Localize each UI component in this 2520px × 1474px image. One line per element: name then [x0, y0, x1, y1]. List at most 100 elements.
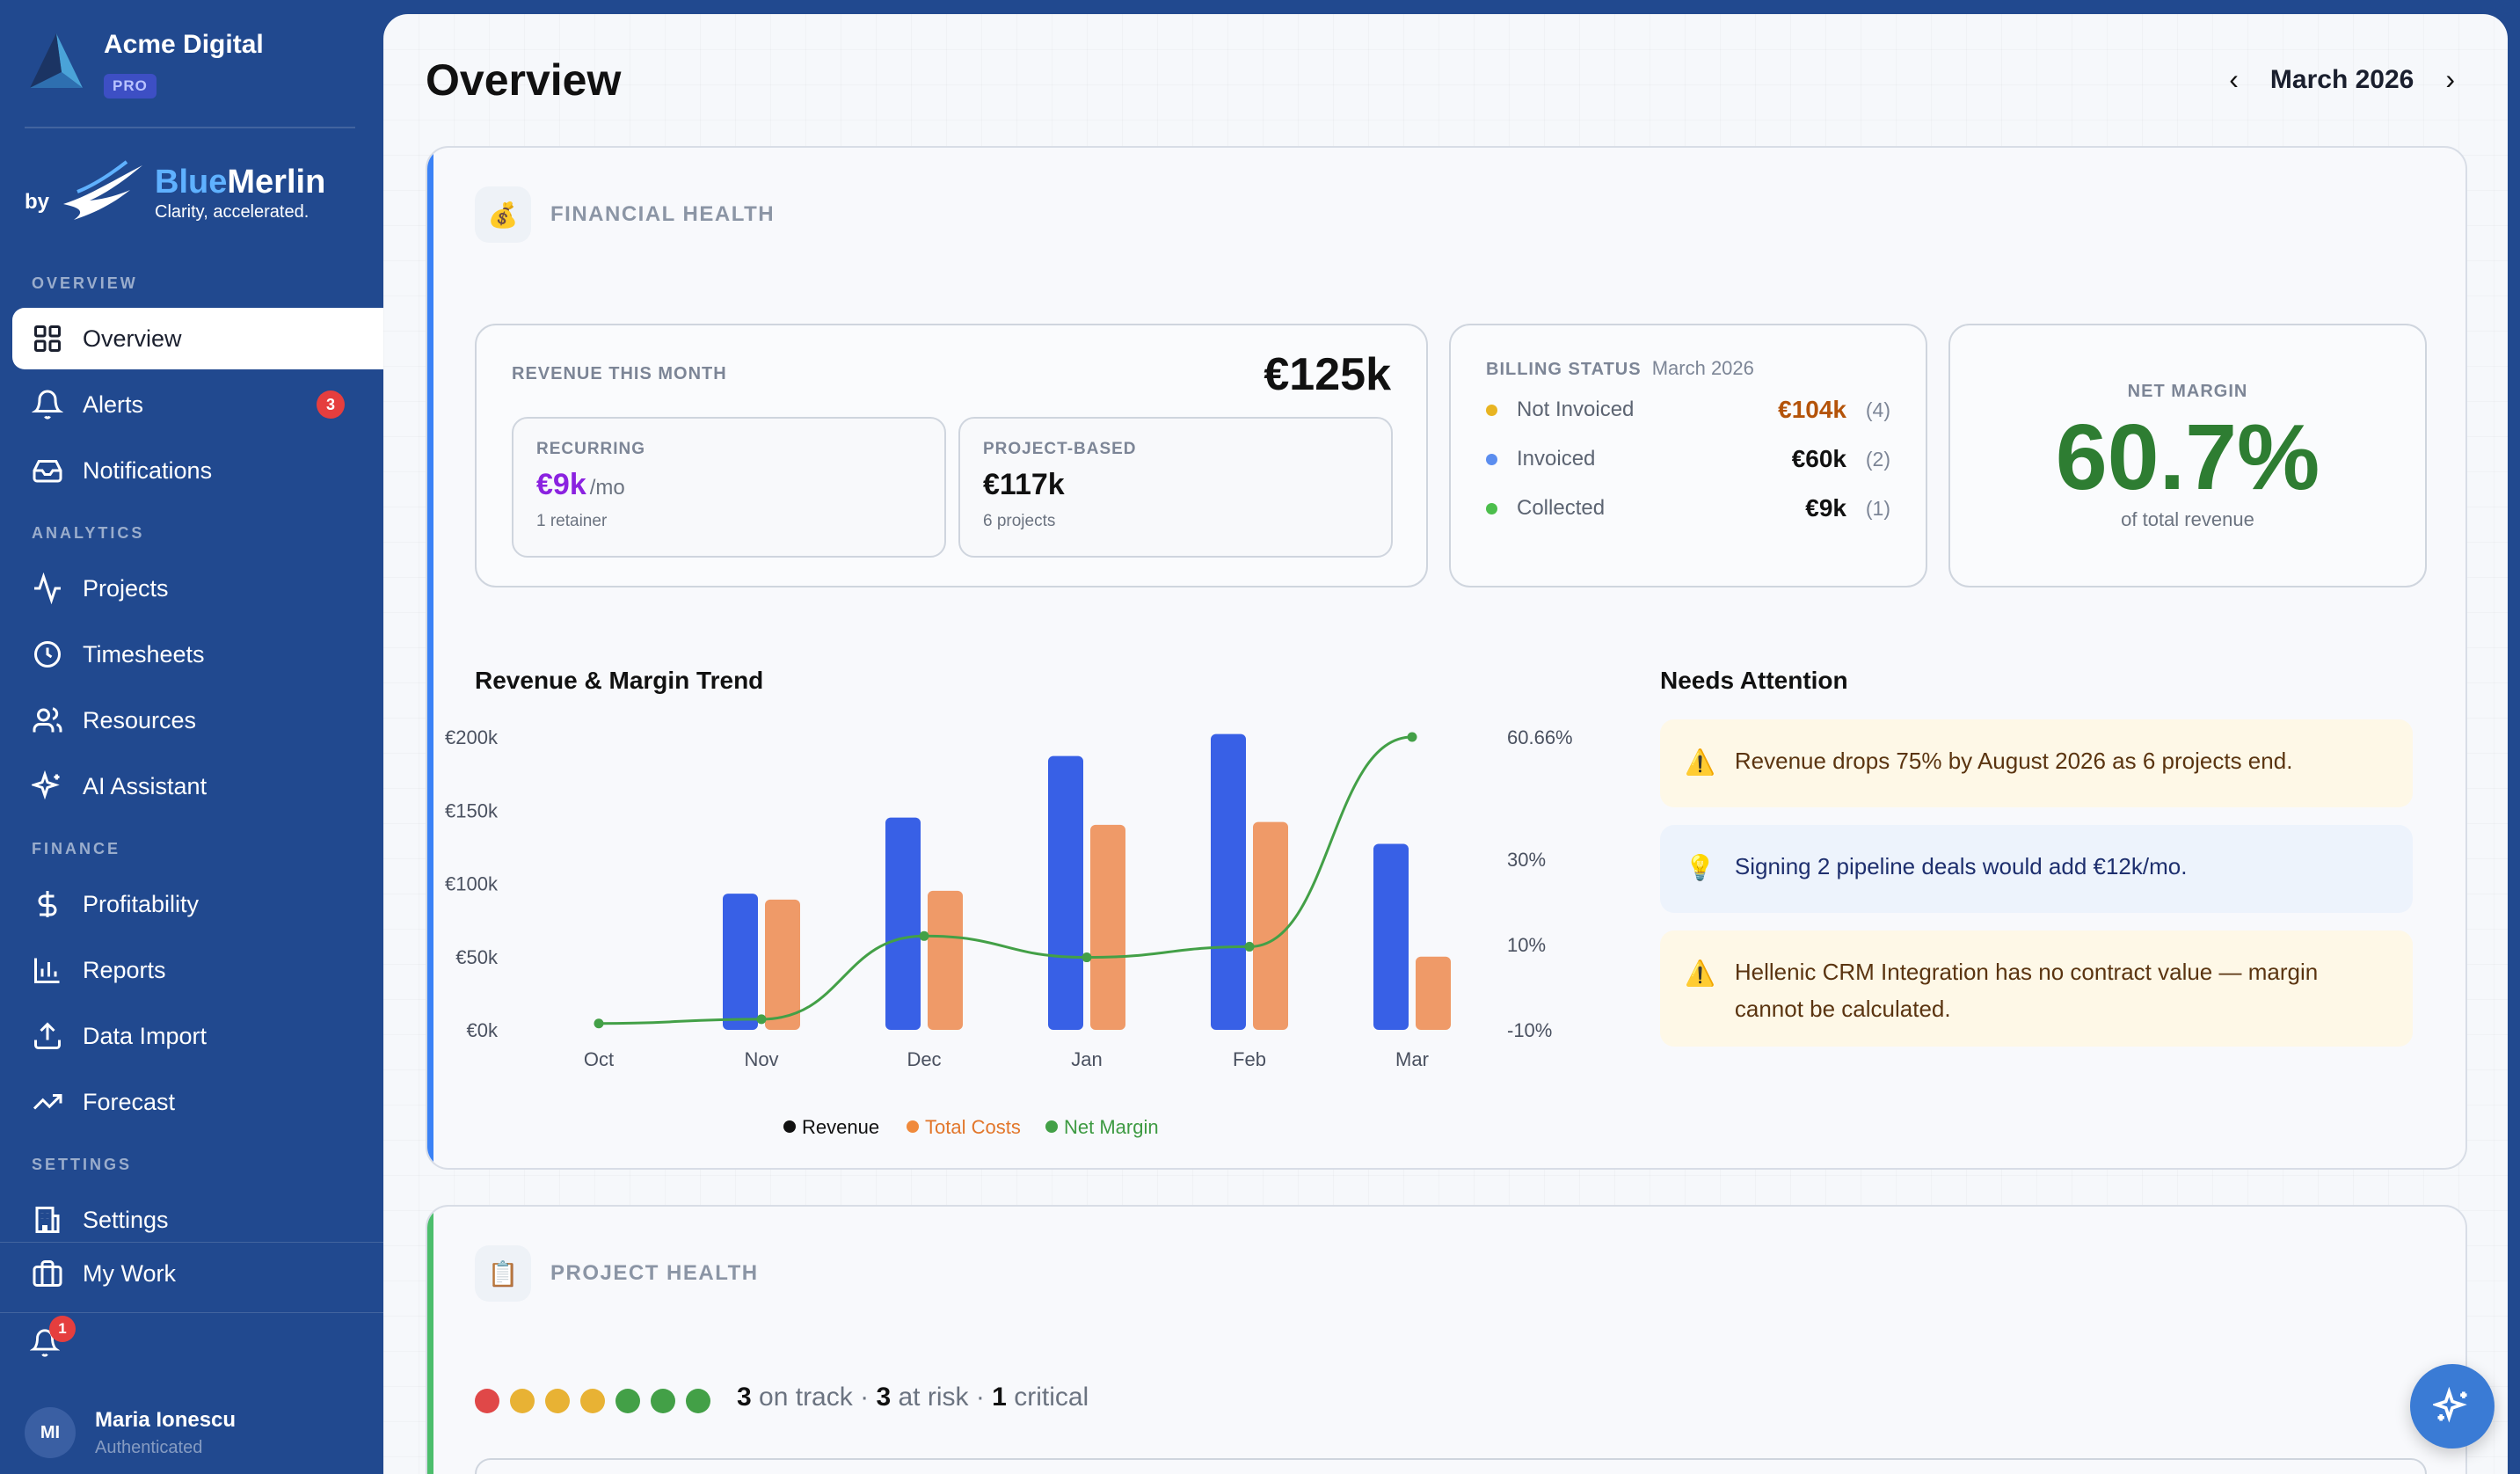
cost-bar — [1253, 821, 1288, 1030]
billing-status-panel: BILLING STATUS March 2026 Not Invoiced €… — [1449, 324, 1927, 587]
sidebar-item-resources[interactable]: Resources — [12, 690, 382, 751]
chevron-right-icon[interactable]: › — [2445, 63, 2455, 95]
current-month: March 2026 — [2269, 64, 2414, 94]
sidebar-item-overview[interactable]: Overview — [12, 308, 385, 369]
vendor-name-part1: Blue — [155, 163, 228, 201]
section-label-analytics: ANALYTICS — [32, 524, 145, 542]
sidebar-item-ai-assistant[interactable]: AI Assistant — [12, 755, 382, 817]
sidebar-item-projects[interactable]: Projects — [12, 558, 382, 619]
billing-row-amount: €9k — [1805, 494, 1846, 522]
project-based-note: 6 projects — [983, 512, 1056, 530]
net-margin-point — [756, 1014, 767, 1025]
billing-row-amount: €60k — [1791, 445, 1846, 472]
project-list-panel — [475, 1458, 2427, 1474]
sidebar-item-my-work[interactable]: My Work — [12, 1243, 382, 1304]
y-left-tick-label: €50k — [455, 946, 499, 968]
separator: · — [975, 1383, 985, 1412]
sidebar-item-label: Timesheets — [83, 640, 205, 668]
net-margin-point — [1244, 941, 1255, 952]
acme-logo-icon — [30, 33, 83, 88]
clipboard-icon: 📋 — [475, 1245, 531, 1302]
notifications-bell[interactable]: 1 — [29, 1316, 76, 1363]
sidebar-item-forecast[interactable]: Forecast — [12, 1071, 382, 1133]
sidebar-item-profitability[interactable]: Profitability — [12, 873, 382, 935]
legend-label: Revenue — [802, 1116, 879, 1138]
attention-text: Revenue drops 75% by August 2026 as 6 pr… — [1734, 748, 2293, 774]
sparkles-icon — [32, 770, 60, 800]
y-right-tick-label: 10% — [1507, 934, 1546, 956]
legend-label: Total Costs — [925, 1116, 1021, 1138]
net-margin-point — [1407, 732, 1417, 742]
section-label-finance: FINANCE — [32, 840, 120, 857]
at-risk-count: 3 — [876, 1383, 892, 1412]
project-health-card: 📋 PROJECT HEALTH 3 on track · 3 at risk … — [426, 1205, 2467, 1474]
status-dot — [1486, 453, 1497, 465]
sidebar-divider — [0, 1242, 383, 1243]
net-margin-point — [919, 930, 929, 941]
recurring-note: 1 retainer — [536, 512, 608, 530]
project-revenue-box: PROJECT-BASED €117k 6 projects — [958, 417, 1393, 558]
notification-count-badge: 1 — [49, 1316, 76, 1342]
briefcase-icon — [33, 1260, 62, 1287]
recurring-revenue-box: RECURRING €9k/mo 1 retainer — [512, 417, 946, 558]
net-margin-note: of total revenue — [2121, 508, 2254, 530]
project-status-dot — [580, 1389, 605, 1413]
revenue-label: REVENUE THIS MONTH — [512, 364, 727, 383]
sidebar-item-label: Forecast — [83, 1088, 176, 1115]
page-title: Overview — [426, 55, 622, 105]
sidebar-item-settings[interactable]: Settings — [12, 1189, 382, 1251]
chevron-left-icon[interactable]: ‹ — [2229, 63, 2239, 95]
bell-icon — [29, 1329, 61, 1357]
card-header: 📋 PROJECT HEALTH — [475, 1245, 759, 1302]
sidebar-item-label: Projects — [83, 574, 169, 602]
separator: · — [860, 1383, 870, 1412]
sidebar-item-label: My Work — [83, 1259, 176, 1287]
attention-text: Hellenic CRM Integration has no contract… — [1734, 959, 2319, 1022]
billing-row-not-invoiced: Not Invoiced €104k (4) — [1486, 396, 1890, 424]
building-icon — [35, 1207, 60, 1233]
y-left-tick-label: €100k — [445, 873, 499, 895]
section-label-overview: OVERVIEW — [32, 274, 138, 292]
recurring-value: €9k/mo — [536, 468, 625, 502]
sidebar-item-timesheets[interactable]: Timesheets — [12, 624, 382, 685]
y-left-tick-label: €150k — [445, 799, 499, 821]
billing-row-count: (2) — [1865, 447, 1890, 471]
users-icon — [33, 707, 62, 733]
sidebar-item-data-import[interactable]: Data Import — [12, 1005, 382, 1067]
critical-label: critical — [1014, 1383, 1089, 1412]
cost-bar — [1090, 824, 1125, 1030]
legend-swatch — [1045, 1120, 1058, 1133]
legend-swatch — [907, 1120, 919, 1133]
ai-assistant-button[interactable] — [2410, 1364, 2495, 1448]
net-margin-panel: NET MARGIN 60.7% of total revenue — [1948, 324, 2427, 587]
sidebar-item-reports[interactable]: Reports — [12, 939, 382, 1001]
sidebar-item-label: Alerts — [83, 390, 144, 418]
sidebar-item-alerts[interactable]: Alerts 3 — [12, 374, 382, 435]
sidebar-item-label: Notifications — [83, 456, 213, 484]
revenue-value: €125k — [1264, 349, 1391, 400]
clock-icon — [34, 641, 61, 668]
project-status-dot — [510, 1389, 535, 1413]
at-risk-label: at risk — [898, 1383, 969, 1412]
revenue-bar — [885, 817, 921, 1030]
user-profile[interactable]: MI Maria Ionescu Authenticated — [25, 1407, 236, 1458]
sidebar: Acme Digital PRO by BlueMerlin Clarity, … — [0, 0, 385, 1474]
month-navigator: ‹ March 2026 › — [2229, 63, 2455, 96]
revenue-panel: REVENUE THIS MONTH €125k RECURRING €9k/m… — [475, 324, 1428, 587]
upload-icon — [34, 1022, 61, 1049]
dollar-icon — [38, 891, 57, 917]
brand: Acme Digital PRO — [25, 26, 264, 99]
legend-label: Net Margin — [1064, 1116, 1159, 1138]
sidebar-divider — [25, 127, 355, 128]
sidebar-item-notifications[interactable]: Notifications — [12, 440, 382, 501]
billing-row-invoiced: Invoiced €60k (2) — [1486, 445, 1890, 473]
user-name: Maria Ionescu — [95, 1407, 237, 1432]
billing-row-label: Collected — [1517, 496, 1606, 520]
sparkles-icon — [2433, 1387, 2467, 1423]
revenue-bar — [723, 894, 758, 1030]
status-dot — [1486, 502, 1497, 514]
y-right-tick-label: 30% — [1507, 849, 1546, 871]
revenue-bar — [1048, 755, 1083, 1030]
bar-chart-icon — [34, 958, 60, 983]
card-header: 💰 FINANCIAL HEALTH — [475, 186, 775, 243]
